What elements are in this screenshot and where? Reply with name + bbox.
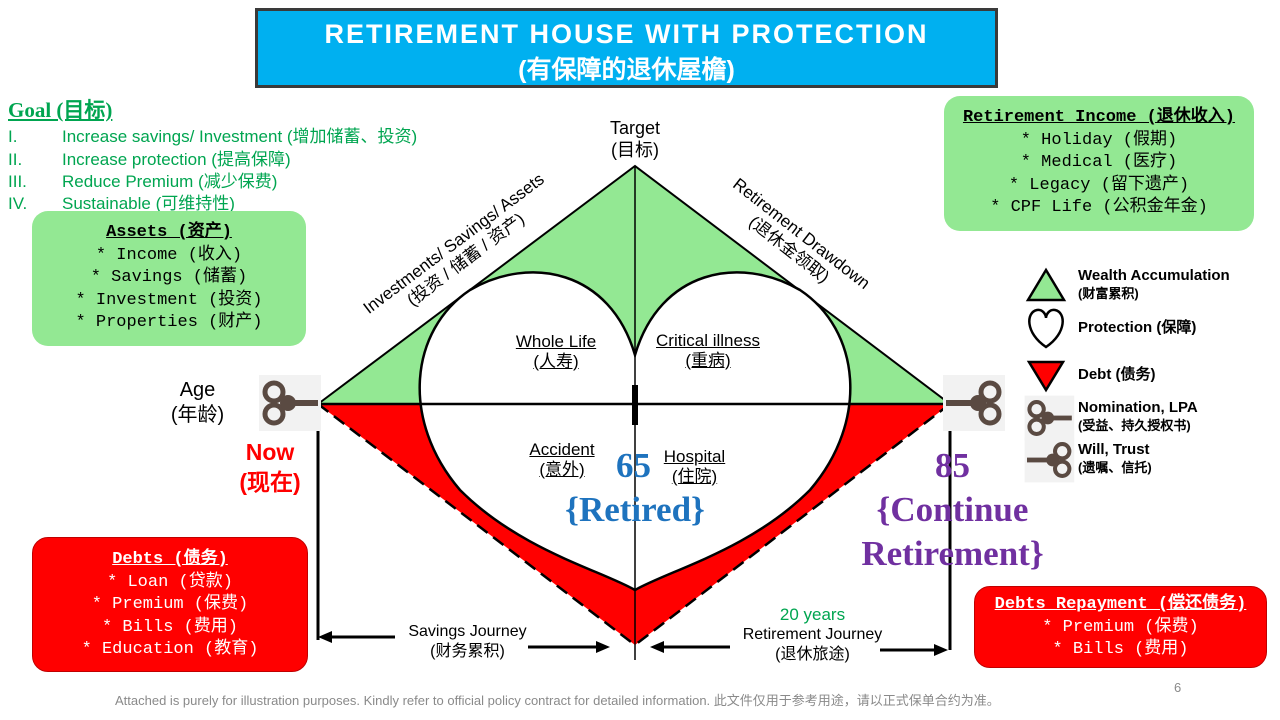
retired-label: 65 {Retired} bbox=[565, 446, 705, 529]
retire-arrow-left-head bbox=[650, 641, 664, 653]
savings-arrow-right-head bbox=[596, 641, 610, 653]
title-line2: (有保障的退休屋檐) bbox=[518, 56, 735, 84]
assets-item: * Income (收入) bbox=[95, 245, 243, 265]
assets-item: * Savings (储蓄) bbox=[90, 268, 248, 287]
debt-left-edge bbox=[317, 403, 636, 646]
accident-label: Accident (意外) bbox=[529, 440, 595, 479]
legend-triangle-icon bbox=[1025, 267, 1067, 302]
footer-disclaimer: Attached is purely for illustration purp… bbox=[115, 693, 1000, 708]
key-icon bbox=[943, 375, 1005, 431]
retirement-income-item: * CPF Life (公积金年金) bbox=[990, 198, 1208, 217]
legend-nomination: Nomination, LPA (受益、持久授权书) bbox=[1078, 399, 1198, 433]
debts-title: Debts (债务) bbox=[112, 550, 228, 569]
retire-arrow-right-head bbox=[934, 644, 948, 656]
assets-title: Assets (资产) bbox=[106, 223, 232, 242]
debts-item: * Education (教育) bbox=[81, 640, 259, 659]
debts-item: * Bills (费用) bbox=[101, 617, 239, 637]
retirement-income-item: * Legacy (留下遗产) bbox=[1008, 175, 1190, 195]
retirement-income-item: * Medical (医疗) bbox=[1020, 153, 1178, 172]
goal-item: I. Increase savings/ Investment (增加储蓄、投资) bbox=[8, 127, 418, 146]
debts-repayment-title: Debts Repayment (偿还债务) bbox=[994, 595, 1247, 614]
debts-box: Debts (债务) * Loan (贷款) * Premium (保费) * … bbox=[32, 537, 308, 672]
age-label: Age (年龄) bbox=[170, 379, 225, 426]
target-label: Target (目标) bbox=[609, 118, 661, 160]
savings-journey-label: Savings Journey (财务累积) bbox=[408, 623, 527, 660]
legend-debt-icon bbox=[1026, 360, 1066, 393]
page-number: 6 bbox=[1174, 680, 1182, 695]
now-label: Now (现在) bbox=[239, 439, 301, 495]
savings-arrow-left-head bbox=[318, 631, 332, 643]
legend-wealth: Wealth Accumulation (财富累积) bbox=[1078, 267, 1230, 301]
legend-debt: Debt (债务) bbox=[1078, 366, 1156, 383]
title-banner: RETIREMENT HOUSE WITH PROTECTION (有保障的退休… bbox=[255, 8, 998, 88]
debts-repayment-box: Debts Repayment (偿还债务) * Premium (保费) * … bbox=[974, 586, 1267, 668]
retirement-income-item: * Holiday (假期) bbox=[1020, 130, 1178, 150]
assets-box: Assets (资产) * Income (收入) * Savings (储蓄)… bbox=[32, 211, 306, 346]
legend-heart-icon bbox=[1028, 308, 1064, 349]
key-icon bbox=[259, 375, 321, 431]
goal-item: IV. Sustainable (可维持性) bbox=[8, 194, 235, 213]
center-post bbox=[632, 385, 638, 425]
legend-key-icon bbox=[1024, 437, 1075, 483]
continue-retirement-label: 85 {Continue Retirement} bbox=[861, 446, 1044, 573]
retirement-journey-label: 20 years Retirement Journey (退休旅途) bbox=[742, 605, 883, 663]
legend-protection: Protection (保障) bbox=[1078, 319, 1197, 336]
assets-item: * Investment (投资) bbox=[75, 290, 263, 310]
title-line1: RETIREMENT HOUSE WITH PROTECTION bbox=[324, 19, 929, 49]
goal-title: Goal (目标) bbox=[8, 98, 113, 122]
retirement-income-title: Retirement Income (退休收入) bbox=[962, 108, 1236, 127]
retirement-income-box: Retirement Income (退休收入) * Holiday (假期) … bbox=[944, 96, 1254, 231]
hospital-label: Hospital (住院) bbox=[663, 447, 726, 486]
debts-item: * Premium (保费) bbox=[91, 595, 249, 614]
legend-key-icon bbox=[1024, 395, 1075, 441]
assets-item: * Properties (财产) bbox=[75, 313, 263, 332]
debts-item: * Loan (贷款) bbox=[107, 572, 233, 592]
whole-life-label: Whole Life (人寿) bbox=[515, 332, 597, 371]
legend-will: Will, Trust (遗嘱、信托) bbox=[1078, 441, 1152, 475]
debts-repayment-item: * Bills (费用) bbox=[1052, 640, 1189, 659]
debt-right-edge bbox=[634, 403, 951, 646]
goal-item: III. Reduce Premium (减少保费) bbox=[8, 172, 278, 191]
debts-repayment-item: * Premium (保费) bbox=[1042, 617, 1199, 637]
critical-illness-label: Critical illness (重病) bbox=[656, 331, 760, 370]
goal-item: II. Increase protection (提高保障) bbox=[8, 150, 291, 169]
